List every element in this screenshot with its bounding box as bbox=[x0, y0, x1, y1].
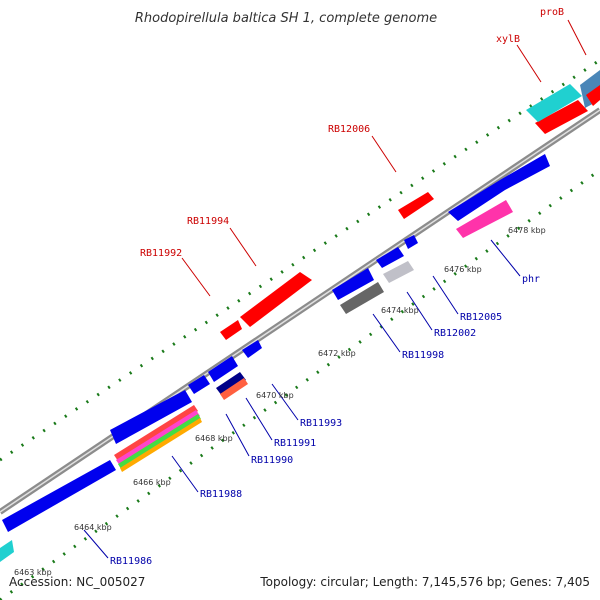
gene-arrow-RB11993[interactable] bbox=[208, 356, 238, 382]
gene-band-green[interactable] bbox=[118, 414, 201, 469]
gene-label-xylB[interactable]: xylB bbox=[496, 34, 520, 45]
reverse-gene-labels: phr RB12005 RB12002 RB11998 RB11993 RB11… bbox=[110, 274, 540, 567]
kbp-label: 6466 kbp bbox=[133, 478, 171, 487]
reverse-genes bbox=[0, 84, 582, 562]
kbp-label: 6463 kbp bbox=[14, 568, 52, 577]
kbp-label: 6464 kbp bbox=[74, 523, 112, 532]
forward-gene-labels: proB xylB RB12006 RB11994 RB11992 bbox=[140, 7, 564, 259]
gene-label-RB12005[interactable]: RB12005 bbox=[460, 312, 502, 323]
kbp-label: 6474 kbp bbox=[381, 306, 419, 315]
outer-tick-row bbox=[0, 58, 600, 462]
kbp-label: 6476 kbp bbox=[444, 265, 482, 274]
gene-label-RB11993[interactable]: RB11993 bbox=[300, 418, 342, 429]
gene-arrow-blue-mid[interactable] bbox=[110, 390, 192, 444]
gene-arrow-small-3[interactable] bbox=[188, 375, 210, 394]
genome-summary-text: Topology: circular; Length: 7,145,576 bp… bbox=[259, 575, 590, 589]
gene-arrow-small-1[interactable] bbox=[404, 235, 418, 249]
kbp-labels: 6463 kbp 6464 kbp 6466 kbp 6468 kbp 6470… bbox=[14, 226, 546, 577]
forward-connectors bbox=[181, 19, 587, 297]
gene-arrow-RB11992[interactable] bbox=[220, 320, 242, 340]
kbp-label: 6468 kbp bbox=[195, 434, 233, 443]
gene-label-RB11990[interactable]: RB11990 bbox=[251, 455, 293, 466]
gene-arrow-RB11991-band[interactable] bbox=[220, 378, 248, 400]
gene-arrow-gray[interactable] bbox=[340, 282, 384, 314]
gene-label-proB[interactable]: proB bbox=[540, 7, 564, 18]
accession-text: Accession: NC_005027 bbox=[9, 575, 145, 589]
gene-arrow-phr[interactable] bbox=[456, 200, 513, 238]
gene-arrow-small-2[interactable] bbox=[242, 340, 262, 358]
gene-arrow-blue-left[interactable] bbox=[2, 460, 116, 532]
gene-arrow-RB11994[interactable] bbox=[240, 272, 312, 327]
gene-label-RB11986[interactable]: RB11986 bbox=[110, 556, 152, 567]
forward-genes bbox=[220, 70, 600, 340]
gene-arrow-cyan[interactable] bbox=[526, 84, 582, 122]
reverse-connectors bbox=[83, 239, 521, 559]
gene-label-RB11998[interactable]: RB11998 bbox=[402, 350, 444, 361]
gene-arrow-RB11998[interactable] bbox=[332, 268, 374, 300]
gene-arrow-proB-red[interactable] bbox=[586, 85, 600, 106]
gene-label-RB11992[interactable]: RB11992 bbox=[140, 248, 182, 259]
kbp-label: 6470 kbp bbox=[256, 391, 294, 400]
gene-label-RB11994[interactable]: RB11994 bbox=[187, 216, 229, 227]
gene-band-pink[interactable] bbox=[116, 410, 200, 466]
kbp-label: 6478 kbp bbox=[508, 226, 546, 235]
gene-label-RB11991[interactable]: RB11991 bbox=[274, 438, 316, 449]
gene-arrow-RB12006[interactable] bbox=[398, 192, 434, 219]
gene-label-RB11988[interactable]: RB11988 bbox=[200, 489, 242, 500]
gene-label-phr[interactable]: phr bbox=[522, 274, 540, 285]
gene-arrow-blue-top[interactable] bbox=[448, 154, 550, 221]
genome-title: Rhodopirellula baltica SH 1, complete ge… bbox=[135, 11, 437, 26]
gene-arrow-cyan-left[interactable] bbox=[0, 540, 14, 562]
gene-arrow-RB11991[interactable] bbox=[216, 372, 246, 396]
gene-band-orange[interactable] bbox=[120, 418, 202, 472]
gene-arrow-RB12005[interactable] bbox=[376, 247, 404, 268]
kbp-label: 6472 kbp bbox=[318, 349, 356, 358]
gene-arrow-xylB[interactable] bbox=[535, 100, 588, 134]
gene-band-red[interactable] bbox=[114, 405, 198, 461]
gene-label-RB12006[interactable]: RB12006 bbox=[328, 124, 370, 135]
gene-arrow-RB12002[interactable] bbox=[383, 261, 414, 283]
gene-label-RB12002[interactable]: RB12002 bbox=[434, 328, 476, 339]
